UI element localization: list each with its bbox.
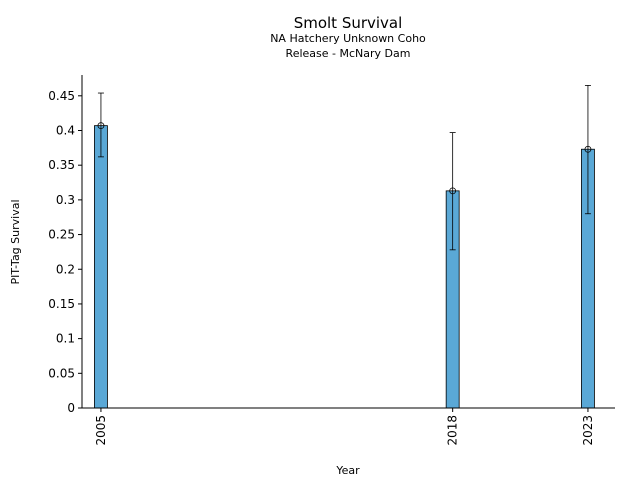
point-marker-2018 xyxy=(449,187,457,195)
point-marker-2023 xyxy=(584,145,592,153)
x-tick-label: 2023 xyxy=(581,415,595,446)
y-tick-label: 0.25 xyxy=(48,228,75,242)
y-tick-label: 0.15 xyxy=(48,297,75,311)
chart-title: Smolt Survival xyxy=(294,14,403,32)
point-marker-2005 xyxy=(97,122,105,130)
x-tick-label: 2018 xyxy=(446,415,460,446)
chart-subtitle-line-2: Release - McNary Dam xyxy=(286,47,411,60)
y-tick-label: 0.45 xyxy=(48,89,75,103)
y-ticks-group: 0 0.05 0.1 0.15 0.2 0.25 0.3 0.35 0.4 0.45 xyxy=(48,89,82,415)
y-axis-label: PIT-Tag Survival xyxy=(9,199,22,284)
y-tick-label: 0 xyxy=(67,401,75,415)
y-tick-label: 0.3 xyxy=(56,193,75,207)
x-ticks-group: 2005 2018 2023 xyxy=(94,408,595,446)
y-tick-label: 0.05 xyxy=(48,366,75,380)
bars-group xyxy=(94,125,595,409)
y-tick-label: 0.1 xyxy=(56,332,75,346)
x-tick-label: 2005 xyxy=(94,415,108,446)
y-tick-label: 0.4 xyxy=(56,124,75,138)
error-bars-group xyxy=(97,85,592,251)
y-tick-label: 0.2 xyxy=(56,262,75,276)
bar-2005 xyxy=(94,125,108,409)
x-axis-label: Year xyxy=(335,464,360,477)
y-tick-label: 0.35 xyxy=(48,158,75,172)
chart-subtitle-line-1: NA Hatchery Unknown Coho xyxy=(270,32,426,45)
